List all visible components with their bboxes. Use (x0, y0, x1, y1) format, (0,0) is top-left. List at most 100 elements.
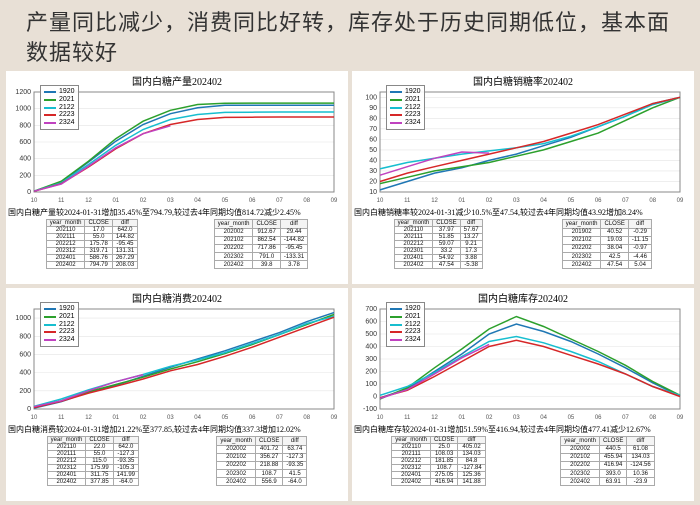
col-header: CLOSE (599, 437, 626, 445)
svg-text:1000: 1000 (15, 106, 31, 113)
legend-label: 2122 (59, 321, 75, 329)
chart-caption: 国内白糖库存较2024-01-31增加51.59%至416.94,较过去4年同期… (352, 423, 694, 436)
series-2223 (34, 117, 334, 191)
svg-text:07: 07 (622, 415, 629, 421)
svg-text:02: 02 (140, 198, 147, 204)
series-2021 (380, 317, 680, 400)
table-pair: year_monthCLOSEdiff20211037.9757.6720211… (352, 219, 694, 269)
svg-text:11: 11 (404, 415, 411, 421)
svg-text:800: 800 (19, 334, 31, 341)
table-row: 202401586.76267.29 (46, 255, 137, 262)
svg-text:03: 03 (167, 198, 174, 204)
svg-text:05: 05 (568, 415, 575, 421)
legend-item: 2223 (44, 111, 75, 119)
col-header: CLOSE (253, 220, 280, 228)
table-row: 20210219.03-11.15 (562, 236, 652, 244)
table-row: 202212115.0-93.35 (47, 458, 138, 465)
svg-text:60: 60 (369, 137, 377, 144)
svg-text:07: 07 (276, 415, 283, 421)
panel-bottomright: 国内白糖库存202402-100010020030040050060070010… (352, 288, 694, 501)
legend-item: 1920 (44, 305, 75, 313)
panel-topleft: 国内白糖产量2024020200400600800100012001011120… (6, 71, 348, 284)
svg-text:500: 500 (365, 331, 377, 338)
table-row: 202312108.7-127.84 (392, 465, 485, 472)
svg-text:04: 04 (194, 198, 201, 204)
series-2223 (380, 341, 680, 399)
svg-text:12: 12 (85, 198, 92, 204)
table-pair: year_monthCLOSEdiff20211025.0405.0220211… (352, 436, 694, 486)
legend-swatch (390, 114, 402, 116)
svg-text:05: 05 (222, 415, 229, 421)
table-row: 20230242.5-4.46 (562, 253, 652, 261)
legend-label: 1920 (59, 305, 75, 313)
svg-text:09: 09 (331, 198, 338, 204)
svg-text:04: 04 (540, 415, 547, 421)
svg-text:400: 400 (19, 156, 31, 163)
table-row: 202002440.561.08 (561, 445, 654, 453)
col-header: year_month (562, 220, 601, 228)
svg-text:600: 600 (365, 319, 377, 326)
svg-text:09: 09 (677, 415, 684, 421)
table-row: 202302393.010.36 (561, 470, 654, 478)
table-row: 20240239.83.78 (214, 261, 307, 269)
legend-swatch (44, 99, 56, 101)
svg-text:600: 600 (19, 352, 31, 359)
table-row: 202202416.94-124.56 (561, 461, 654, 469)
svg-text:01: 01 (458, 415, 465, 421)
svg-text:11: 11 (58, 198, 65, 204)
col-header: diff (283, 437, 307, 445)
table-row: 202202717.86-95.45 (214, 244, 307, 252)
legend-item: 2021 (44, 96, 75, 104)
legend-swatch (44, 308, 56, 310)
table-row: 202002912.6729.44 (214, 228, 307, 236)
legend-item: 1920 (44, 88, 75, 96)
legend-swatch (44, 316, 56, 318)
legend-swatch (390, 99, 402, 101)
legend-item: 1920 (390, 305, 421, 313)
svg-text:0: 0 (27, 189, 31, 196)
table-row: 20240263.91-23.9 (561, 478, 654, 486)
table-pair: year_monthCLOSEdiff20211017.0642.0202111… (6, 219, 348, 269)
col-header: CLOSE (601, 220, 628, 228)
series-2324 (380, 152, 489, 175)
legend-item: 2324 (44, 336, 75, 344)
svg-text:06: 06 (249, 415, 256, 421)
svg-text:09: 09 (331, 415, 338, 421)
legend-item: 2021 (44, 313, 75, 321)
svg-text:11: 11 (58, 415, 65, 421)
table-row: 20211155.0-127.3 (47, 451, 138, 458)
legend: 19202021212222232324 (386, 85, 425, 129)
data-table: year_monthCLOSEdiff202002440.561.0820210… (560, 436, 654, 486)
col-header: year_month (214, 220, 253, 228)
svg-text:30: 30 (369, 168, 377, 175)
table-row: 202402377.85-64.0 (47, 479, 138, 486)
legend-label: 2223 (59, 328, 75, 336)
col-header: CLOSE (85, 220, 112, 227)
svg-text:700: 700 (365, 306, 377, 313)
table-row: 20211037.9757.67 (394, 227, 482, 234)
col-header: year_month (392, 437, 431, 444)
table-row: 20211155.0144.82 (46, 234, 137, 241)
svg-text:10: 10 (377, 198, 384, 204)
legend-label: 2324 (59, 119, 75, 127)
table-row: 202401311.75141.99 (47, 472, 138, 479)
series-1920 (380, 324, 680, 398)
svg-text:0: 0 (27, 406, 31, 413)
legend-item: 2324 (44, 119, 75, 127)
svg-text:80: 80 (369, 116, 377, 123)
table-row: 20211151.8513.27 (394, 234, 482, 241)
svg-text:600: 600 (19, 139, 31, 146)
svg-text:0: 0 (373, 394, 377, 401)
table-row: 202302791.0-133.31 (214, 253, 307, 261)
svg-text:12: 12 (431, 198, 438, 204)
table-row: 20211017.0642.0 (46, 227, 137, 234)
table-row: 20190240.52-0.29 (562, 228, 652, 236)
legend-item: 2122 (390, 104, 421, 112)
svg-text:06: 06 (595, 198, 602, 204)
panel-bottomleft: 国内白糖消费2024020200400600800100010111201020… (6, 288, 348, 501)
data-table: year_monthCLOSEdiff202002401.7263.742021… (216, 436, 307, 486)
legend: 19202021212222232324 (40, 85, 79, 129)
legend-swatch (44, 339, 56, 341)
table-row: 20211022.0642.0 (47, 444, 138, 451)
legend: 19202021212222232324 (40, 302, 79, 346)
